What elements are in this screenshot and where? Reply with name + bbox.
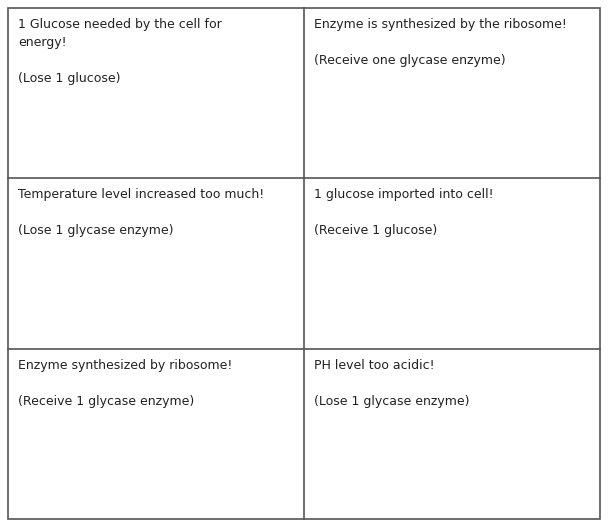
Text: (Receive 1 glucose): (Receive 1 glucose) (314, 225, 437, 237)
Text: Temperature level increased too much!: Temperature level increased too much! (18, 188, 264, 201)
Text: (Receive one glycase enzyme): (Receive one glycase enzyme) (314, 54, 506, 67)
Text: energy!: energy! (18, 36, 67, 49)
Text: Enzyme synthesized by ribosome!: Enzyme synthesized by ribosome! (18, 359, 232, 372)
Text: Enzyme is synthesized by the ribosome!: Enzyme is synthesized by the ribosome! (314, 18, 567, 31)
Text: (Lose 1 glucose): (Lose 1 glucose) (18, 72, 120, 85)
Text: (Lose 1 glycase enzyme): (Lose 1 glycase enzyme) (18, 225, 173, 237)
Text: (Receive 1 glycase enzyme): (Receive 1 glycase enzyme) (18, 395, 194, 408)
Text: 1 Glucose needed by the cell for: 1 Glucose needed by the cell for (18, 18, 222, 31)
Text: PH level too acidic!: PH level too acidic! (314, 359, 435, 372)
Text: (Lose 1 glycase enzyme): (Lose 1 glycase enzyme) (314, 395, 469, 408)
Text: 1 glucose imported into cell!: 1 glucose imported into cell! (314, 188, 494, 201)
